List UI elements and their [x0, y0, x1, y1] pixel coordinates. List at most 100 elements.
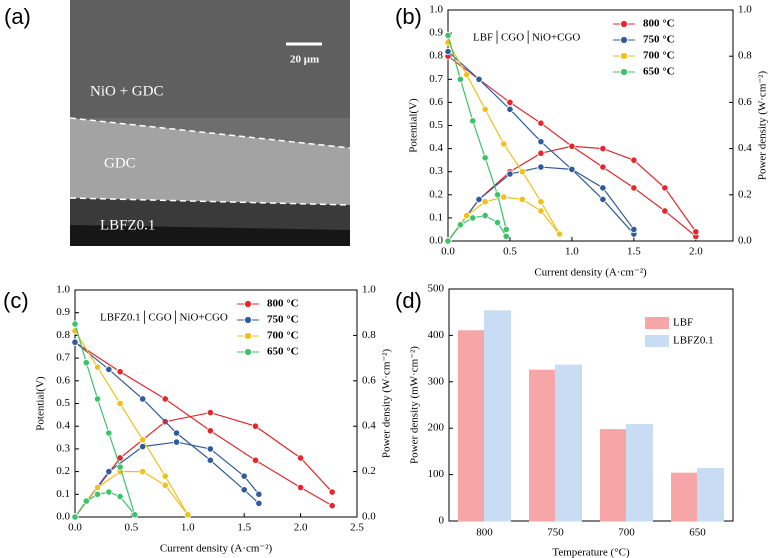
legend-label: LBFZ0.1 — [673, 335, 714, 347]
voltage-line — [74, 330, 189, 516]
x-tick-label: 0.5 — [125, 522, 139, 534]
y2-axis-label: Power density (W·cm⁻²) — [381, 349, 393, 459]
power-point — [537, 163, 545, 171]
y-tick-label: 0.5 — [56, 397, 70, 409]
plot-frame — [448, 288, 734, 522]
panel-label: (d) — [395, 288, 422, 313]
y-tick-label: 0.6 — [429, 96, 443, 108]
legend-swatch — [645, 335, 669, 347]
voltage-point — [161, 395, 169, 403]
voltage-point — [105, 429, 113, 437]
bar — [697, 468, 724, 522]
legend-marker — [620, 68, 628, 76]
x-tick-label: 1.5 — [627, 246, 641, 258]
voltage-point — [71, 338, 79, 346]
y-tick-label: 0.4 — [429, 142, 443, 154]
power-point — [502, 232, 510, 240]
y-tick-label: 0 — [439, 515, 445, 527]
annotation: LBFZ0.1│CGO│NiO+CGO — [100, 310, 228, 325]
y-tick-label: 200 — [428, 422, 445, 434]
bar — [555, 364, 582, 522]
legend-marker — [244, 316, 252, 324]
y-tick-label: 0.4 — [362, 420, 376, 432]
y-tick-label: 0.8 — [429, 50, 443, 62]
voltage-line — [447, 35, 507, 230]
power-point — [172, 438, 181, 446]
y-tick-label: 0.6 — [56, 374, 70, 386]
bar — [458, 330, 485, 522]
y-tick-label: 0.8 — [56, 329, 70, 341]
power-point — [131, 511, 139, 519]
y-tick-label: 0.2 — [56, 465, 70, 477]
legend-marker — [620, 20, 628, 28]
power-point — [475, 195, 483, 204]
x-tick-label: 2.0 — [689, 246, 703, 258]
voltage-point — [444, 47, 452, 56]
power-line — [74, 491, 136, 518]
y2-axis-label: Power density (W·cm⁻²) — [757, 71, 769, 181]
y-tick-label: 0.8 — [738, 50, 752, 62]
power-point — [255, 490, 263, 498]
y-tick-label: 300 — [428, 375, 445, 387]
y-tick-label: 1.0 — [429, 4, 443, 16]
voltage-point — [105, 365, 113, 374]
voltage-point — [630, 184, 638, 192]
power-point — [184, 511, 192, 519]
power-point — [82, 497, 90, 505]
y-tick-label: 1.0 — [56, 284, 70, 296]
boundary — [69, 117, 351, 149]
y-tick-label: 0.0 — [56, 511, 70, 523]
legend-swatch — [645, 317, 669, 329]
power-point — [555, 230, 564, 238]
power-point — [251, 422, 260, 430]
y-tick-label: 0.2 — [362, 465, 376, 477]
power-point — [93, 483, 102, 492]
voltage-point — [93, 363, 102, 371]
voltage-point — [518, 168, 526, 176]
x-tick-label: 1.0 — [181, 522, 195, 534]
voltage-point — [71, 320, 79, 328]
voltage-point — [93, 395, 102, 403]
voltage-point — [116, 463, 124, 471]
power-point — [661, 184, 669, 192]
x-tick-label: 700 — [618, 527, 635, 539]
layer-label: NiO + GDC — [90, 83, 163, 99]
y-tick-label: 0.7 — [429, 73, 443, 85]
x-tick-label: 0.5 — [503, 246, 517, 258]
y-tick-label: 100 — [428, 468, 445, 480]
voltage-point — [251, 456, 260, 464]
legend-label: LBF — [673, 317, 693, 329]
y-tick-label: 0.0 — [738, 235, 752, 247]
x-tick-label: 0.0 — [68, 522, 82, 534]
x-axis-label: Current density (A·cm⁻²) — [160, 543, 273, 555]
power-point — [93, 490, 102, 498]
y-tick-label: 0.7 — [56, 352, 70, 364]
y-tick-label: 0.1 — [56, 488, 70, 500]
voltage-point — [493, 191, 502, 199]
layer-label: GDC — [104, 155, 136, 171]
legend-label: 650 °C — [643, 66, 675, 78]
scale-text: 20 μm — [290, 54, 319, 66]
legend-marker — [244, 332, 252, 340]
y-tick-label: 0.3 — [429, 165, 443, 177]
legend-marker — [244, 300, 252, 308]
power-point — [500, 193, 508, 201]
power-point — [139, 443, 147, 451]
voltage-point — [537, 138, 545, 146]
voltage-point — [500, 140, 508, 148]
voltage-line — [74, 341, 333, 507]
voltage-line — [74, 323, 136, 515]
power-point — [481, 198, 489, 206]
power-point — [240, 472, 248, 480]
legend-marker — [244, 348, 252, 356]
voltage-point — [469, 117, 477, 125]
y-tick-label: 0.9 — [56, 306, 70, 318]
y-tick-label: 0.4 — [56, 420, 70, 432]
voltage-point — [599, 195, 607, 204]
legend-label: 750 °C — [643, 34, 675, 46]
y-axis-label: Power density (mW·cm⁻²) — [409, 346, 421, 464]
legend-marker — [620, 52, 628, 60]
legend-label: 750 °C — [267, 314, 299, 326]
power-point — [493, 218, 502, 227]
